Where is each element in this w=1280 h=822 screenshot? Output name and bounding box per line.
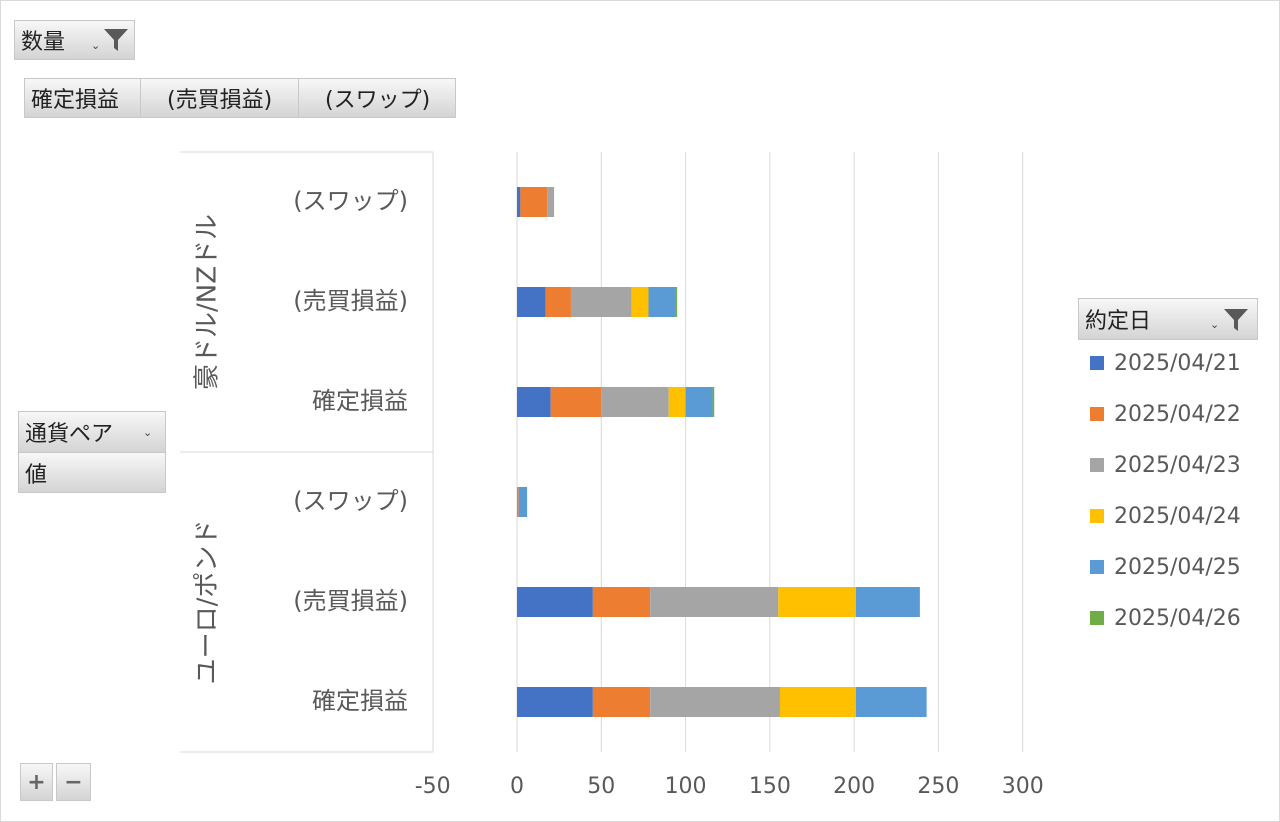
value-field-label: 数量	[21, 30, 66, 55]
column-field-label: (スワップ)	[325, 88, 431, 113]
legend-swatch	[1090, 458, 1104, 472]
column-field-button-2[interactable]: (スワップ)	[298, 78, 456, 118]
dropdown-arrow-icon: ⌄	[91, 39, 101, 52]
minus-icon: −	[64, 769, 83, 795]
legend-label: 2025/04/21	[1114, 350, 1241, 376]
legend-item: 2025/04/22	[1090, 394, 1241, 434]
legend-label: 2025/04/24	[1114, 503, 1241, 529]
row-field-button[interactable]: 通貨ペア ⌄	[18, 411, 166, 453]
values-field-button[interactable]: 値	[18, 452, 166, 493]
plus-icon: +	[27, 769, 46, 795]
legend-field-label: 約定日	[1085, 309, 1152, 334]
dropdown-arrow-icon: ⌄	[1210, 318, 1220, 331]
legend-label: 2025/04/23	[1114, 452, 1241, 478]
legend-item: 2025/04/25	[1090, 547, 1241, 587]
filter-icon	[104, 29, 128, 51]
filter-icon	[1224, 309, 1248, 331]
legend-label: 2025/04/25	[1114, 554, 1241, 580]
legend-item: 2025/04/21	[1090, 343, 1241, 383]
column-field-button-0[interactable]: 確定損益	[24, 78, 141, 118]
zoom-in-button[interactable]: +	[20, 763, 53, 801]
column-field-label: 確定損益	[31, 88, 120, 113]
row-field-label: 通貨ペア	[25, 422, 114, 447]
legend-field-button[interactable]: 約定日 ⌄	[1078, 298, 1258, 340]
legend-item: 2025/04/24	[1090, 496, 1241, 536]
legend-item: 2025/04/23	[1090, 445, 1241, 485]
legend-item: 2025/04/26	[1090, 598, 1241, 638]
legend-label: 2025/04/26	[1114, 605, 1241, 631]
legend-swatch	[1090, 611, 1104, 625]
values-field-label: 値	[25, 462, 48, 488]
legend-swatch	[1090, 509, 1104, 523]
legend-swatch	[1090, 560, 1104, 574]
column-field-button-1[interactable]: (売買損益)	[140, 78, 299, 118]
legend-swatch	[1090, 356, 1104, 370]
value-field-button[interactable]: 数量 ⌄	[14, 20, 135, 60]
column-field-label: (売買損益)	[167, 88, 273, 113]
legend-swatch	[1090, 407, 1104, 421]
dropdown-arrow-icon: ⌄	[143, 426, 153, 439]
legend-label: 2025/04/22	[1114, 401, 1241, 427]
zoom-out-button[interactable]: −	[56, 763, 91, 801]
